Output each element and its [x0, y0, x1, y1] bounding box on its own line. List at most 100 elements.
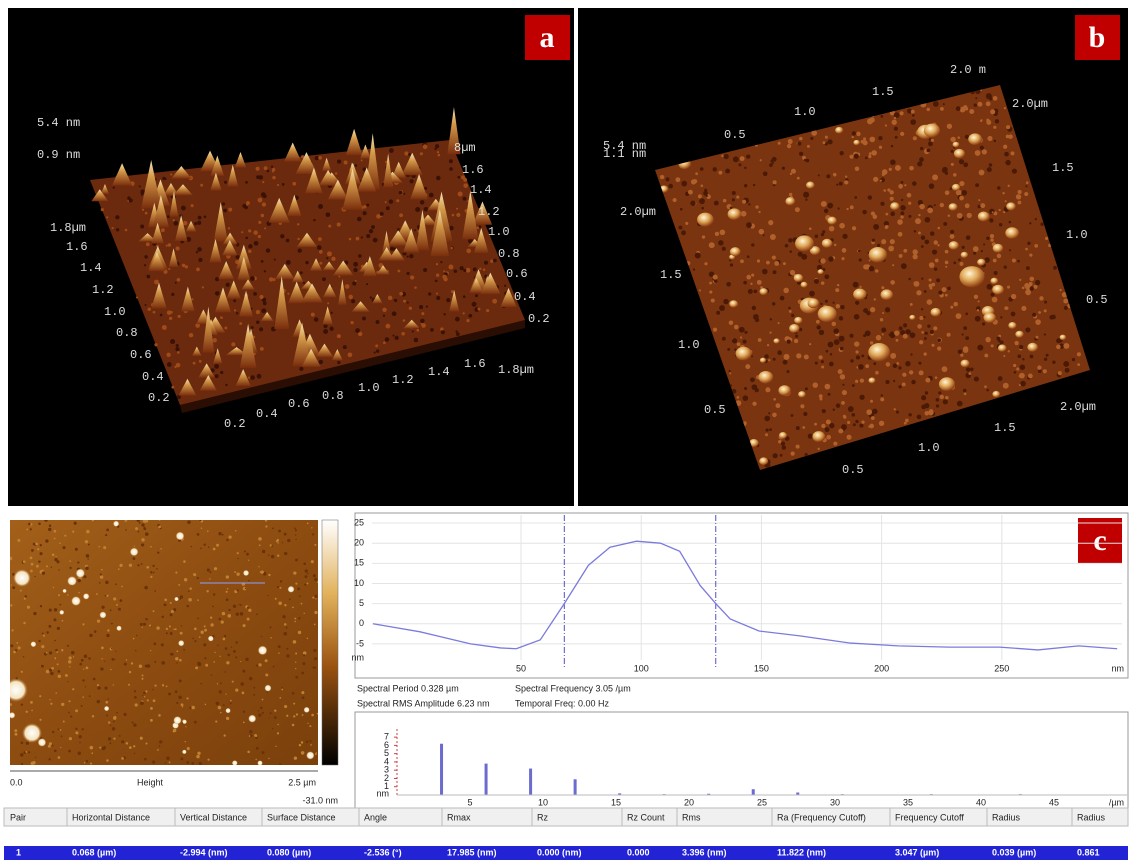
grain: [141, 563, 143, 565]
grain: [23, 560, 26, 563]
grain: [747, 255, 750, 258]
grain: [966, 235, 971, 240]
grain: [773, 358, 776, 361]
grain: [21, 763, 23, 765]
grain: [104, 661, 105, 662]
grain: [143, 623, 146, 626]
grain: [115, 651, 116, 652]
grain: [280, 580, 282, 582]
axis-tick-label: 0.2: [528, 312, 550, 326]
grain: [699, 289, 701, 291]
grain: [139, 665, 142, 668]
grain: [789, 193, 792, 196]
grain: [206, 590, 208, 592]
grain: [161, 661, 165, 665]
grain: [39, 552, 42, 555]
grain: [217, 645, 219, 647]
grain: [312, 533, 314, 535]
grain: [478, 308, 481, 311]
grain: [222, 612, 225, 615]
grain: [197, 618, 199, 620]
axis-tick-label: 0.2: [148, 391, 170, 405]
grain: [934, 240, 938, 244]
grain: [1056, 345, 1061, 350]
grain: [148, 308, 151, 311]
grain-blob: [104, 706, 109, 711]
grain: [910, 119, 916, 125]
grain: [311, 527, 312, 528]
grain: [274, 259, 276, 261]
grain: [449, 167, 453, 171]
grain: [100, 573, 102, 575]
grain: [388, 296, 393, 301]
grain: [268, 758, 269, 759]
grain: [948, 214, 950, 216]
grain: [748, 289, 753, 294]
grain: [990, 109, 995, 114]
grain: [245, 588, 246, 589]
grain: [230, 702, 232, 704]
grain: [263, 301, 267, 305]
grain: [872, 239, 875, 242]
grain: [302, 714, 304, 716]
grain: [890, 159, 895, 164]
grain: [757, 280, 762, 285]
grain: [961, 190, 967, 196]
grain: [140, 702, 144, 706]
grain: [113, 737, 115, 739]
grain: [327, 251, 332, 256]
grain: [751, 243, 754, 246]
grain-blob: [818, 306, 837, 322]
grain: [383, 342, 386, 345]
grain: [344, 160, 348, 164]
grain: [140, 225, 144, 229]
grain: [114, 716, 116, 718]
grain: [260, 347, 264, 351]
axis-tick-label: 1.0: [918, 441, 940, 455]
grain: [266, 691, 268, 693]
grain: [67, 594, 68, 595]
grain: [1006, 125, 1010, 129]
grain: [881, 239, 886, 244]
grain: [60, 729, 62, 731]
grain: [86, 554, 90, 558]
grain: [302, 662, 305, 665]
grain: [113, 187, 115, 189]
grain: [898, 366, 901, 369]
grain: [392, 335, 394, 337]
grain: [162, 325, 167, 330]
grain: [1035, 319, 1041, 325]
grain: [1052, 361, 1055, 364]
grain: [307, 582, 309, 584]
grain: [176, 344, 179, 347]
grain: [738, 163, 741, 166]
grain: [314, 611, 317, 614]
grain: [770, 318, 772, 320]
grain: [781, 441, 785, 445]
grain: [700, 167, 704, 171]
grain: [839, 223, 845, 229]
grain: [1030, 286, 1034, 290]
grain: [842, 390, 847, 395]
grain: [179, 659, 182, 662]
grain: [157, 551, 159, 553]
grain: [101, 208, 104, 211]
grain: [704, 262, 707, 265]
grain: [133, 723, 136, 726]
axis-tick-label: 1.0: [1066, 228, 1088, 242]
grain: [245, 237, 248, 240]
grain: [974, 377, 979, 382]
grain: [904, 422, 907, 425]
grain: [298, 617, 300, 619]
grain: [343, 345, 347, 349]
grain: [268, 574, 270, 576]
grain: [436, 296, 440, 300]
grain: [875, 371, 879, 375]
grain: [314, 623, 316, 625]
grain: [248, 229, 251, 232]
grain: [311, 714, 314, 717]
grain: [236, 255, 240, 259]
grain-blob: [881, 289, 893, 300]
grain: [863, 334, 866, 337]
grain: [987, 136, 992, 141]
